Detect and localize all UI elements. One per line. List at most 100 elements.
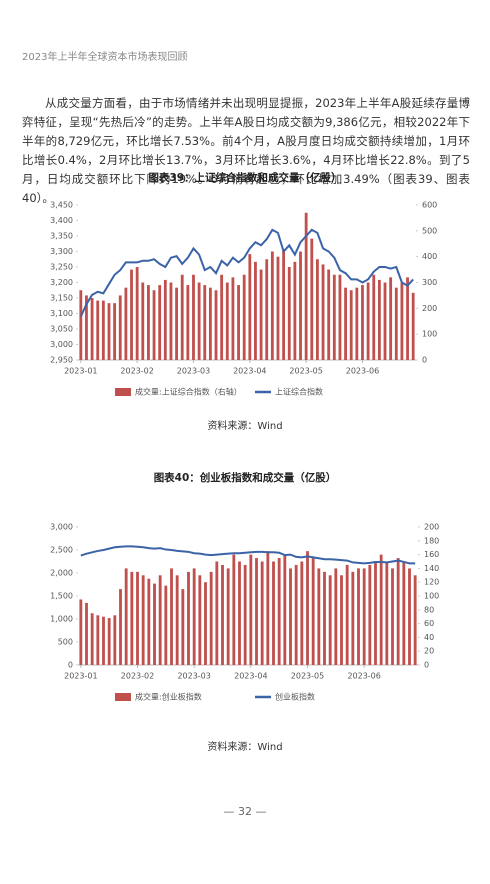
- bar: [192, 568, 196, 665]
- y2-tick-label: 180: [424, 536, 439, 545]
- bar: [203, 285, 207, 360]
- bar: [282, 248, 286, 360]
- bar: [102, 616, 105, 665]
- y2-tick-label: 120: [424, 578, 439, 587]
- bar: [361, 285, 364, 360]
- bar: [289, 568, 292, 665]
- bar: [396, 558, 400, 665]
- paragraph: 从成交量方面看，由于市场情绪并未出现明显提振，2023年上半年A股延续存量博弈特…: [22, 96, 470, 205]
- bar: [344, 287, 347, 360]
- bar: [187, 571, 190, 665]
- bar: [283, 554, 287, 665]
- y2-tick-label: 140: [424, 564, 439, 573]
- legend-swatch: [115, 388, 131, 396]
- bar: [394, 287, 398, 360]
- x-tick-label: 2023-05: [289, 367, 322, 376]
- line: [79, 228, 414, 318]
- bar: [85, 602, 88, 665]
- x-tick-label: 2023-02: [120, 367, 153, 376]
- bar: [186, 285, 190, 360]
- bar: [113, 615, 117, 665]
- bar: [101, 300, 105, 360]
- bar: [294, 564, 298, 665]
- x-tick-label: 2023-03: [177, 672, 210, 681]
- chart-title: 图表40：创业板指数和成交量（亿股）: [154, 471, 337, 484]
- bar: [266, 551, 270, 665]
- bar: [349, 290, 353, 360]
- bar: [408, 568, 411, 665]
- bar: [260, 561, 264, 665]
- x-tick-label: 2023-02: [121, 672, 154, 681]
- bar: [332, 274, 336, 360]
- bar: [215, 561, 219, 665]
- y2-tick-label: 60: [424, 619, 434, 628]
- bar: [265, 259, 269, 360]
- bar: [316, 259, 319, 360]
- y2-tick-label: 500: [422, 226, 437, 235]
- y-tick-label: 2,000: [50, 569, 73, 578]
- bar: [389, 277, 393, 360]
- bar: [238, 561, 241, 665]
- x-tick-label: 2023-06: [346, 367, 379, 376]
- y2-tick-label: 100: [422, 330, 437, 339]
- legend-label: 上证综合指数: [275, 387, 323, 397]
- y-tick-label: 3,250: [50, 263, 73, 272]
- bar: [254, 261, 257, 360]
- bar: [225, 282, 229, 360]
- y-tick-label: 3,000: [50, 340, 73, 349]
- bar: [141, 575, 145, 665]
- bar: [231, 277, 235, 360]
- y2-tick-label: 20: [424, 647, 434, 656]
- bar: [90, 613, 94, 665]
- y2-tick-label: 40: [424, 633, 434, 642]
- bar: [147, 578, 151, 665]
- x-tick-label: 2023-04: [234, 672, 267, 681]
- bar: [357, 568, 360, 665]
- bar: [368, 564, 372, 665]
- y2-tick-label: 600: [422, 201, 437, 210]
- bar: [124, 287, 128, 360]
- bar: [355, 287, 359, 360]
- y2-tick-label: 300: [422, 278, 437, 287]
- bar: [249, 554, 253, 665]
- bar: [402, 561, 406, 665]
- y2-tick-label: 0: [422, 356, 427, 365]
- bar: [158, 575, 162, 665]
- bar: [242, 274, 246, 360]
- legend-label: 成交量:创业板指数: [135, 692, 202, 702]
- bar: [293, 261, 297, 360]
- bar: [272, 561, 275, 665]
- bar: [255, 558, 258, 665]
- bar: [85, 295, 88, 360]
- bar: [221, 564, 224, 665]
- bar: [164, 585, 168, 665]
- bar: [152, 290, 156, 360]
- y-tick-label: 3,400: [50, 216, 73, 225]
- y-tick-label: 3,200: [50, 278, 73, 287]
- bar: [311, 558, 315, 665]
- bar: [317, 568, 321, 665]
- bar: [351, 571, 355, 665]
- bar: [299, 251, 302, 360]
- y2-tick-label: 200: [422, 304, 437, 313]
- bar: [79, 599, 83, 665]
- bar: [209, 571, 213, 665]
- bar: [158, 285, 162, 360]
- bar: [321, 264, 325, 360]
- bar: [406, 277, 409, 360]
- bar: [107, 303, 111, 360]
- bar: [372, 274, 376, 360]
- bar: [119, 589, 122, 665]
- bar: [169, 282, 173, 360]
- y-tick-label: 3,350: [50, 232, 73, 241]
- bar: [180, 274, 184, 360]
- bar: [208, 287, 212, 360]
- bar: [362, 568, 366, 665]
- bar: [163, 279, 167, 360]
- bar: [310, 238, 314, 360]
- bar: [306, 551, 309, 665]
- bar: [300, 561, 304, 665]
- bar: [277, 558, 281, 665]
- bar: [181, 589, 185, 665]
